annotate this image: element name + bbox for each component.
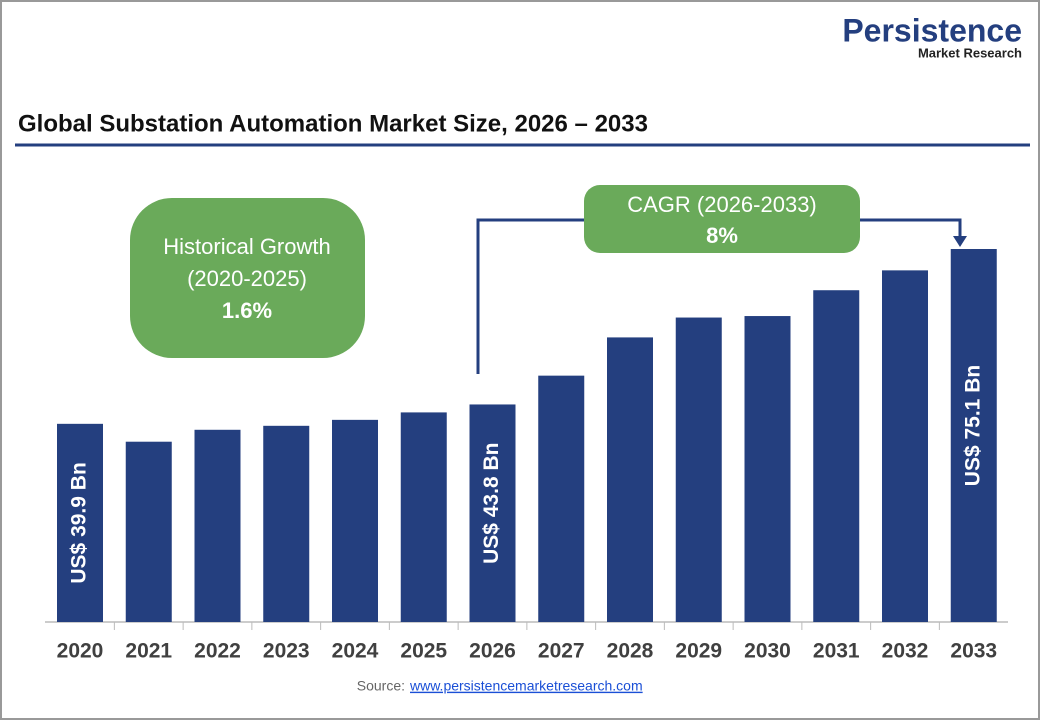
annotation: (2020-2025): [187, 266, 307, 291]
x-tick-label: 2030: [744, 640, 791, 663]
x-tick-label: 2021: [125, 640, 172, 663]
annotation: Historical Growth: [163, 234, 330, 259]
bar: [469, 404, 516, 622]
chart-title: Global Substation Automation Market Size…: [18, 110, 648, 137]
source-label: Source:: [357, 678, 405, 694]
x-tick-label: 2024: [332, 640, 379, 663]
logo-tagline: Market Research: [918, 45, 1022, 60]
x-tick-label: 2033: [950, 640, 997, 663]
x-tick-label: 2020: [57, 640, 104, 663]
logo-name: Persistence: [842, 12, 1022, 48]
bar: [538, 375, 585, 622]
value-label: US$ 75.1 Bn: [961, 365, 984, 486]
bar: [950, 249, 997, 622]
x-tick-label: 2032: [882, 640, 929, 663]
x-tick-label: 2025: [400, 640, 447, 663]
annotation: CAGR (2026-2033): [627, 192, 817, 217]
annotation: 8%: [706, 223, 738, 248]
x-tick-label: 2022: [194, 640, 241, 663]
bar: [57, 423, 103, 622]
bar: [675, 317, 722, 622]
value-label: US$ 43.8 Bn: [480, 443, 503, 564]
x-tick-label: 2026: [469, 640, 516, 663]
bar: [332, 419, 378, 622]
x-tick-label: 2028: [607, 640, 654, 663]
bar: [882, 270, 928, 622]
bar: [744, 316, 791, 622]
bar: [400, 412, 447, 622]
connector: [476, 218, 584, 374]
value-label: US$ 39.9 Bn: [68, 462, 91, 583]
x-tick-label: 2027: [538, 640, 585, 663]
bar: [263, 425, 310, 622]
bar: [607, 337, 653, 622]
annotation: 1.6%: [222, 298, 272, 323]
x-tick-label: 2031: [813, 640, 860, 663]
cagr-box: [584, 185, 860, 253]
bar: [125, 441, 172, 622]
connector: [860, 218, 962, 238]
historical-box: [130, 198, 365, 358]
x-tick-label: 2023: [263, 640, 310, 663]
bar: [813, 290, 860, 622]
x-tick-label: 2029: [675, 640, 722, 663]
source-link[interactable]: www.persistencemarketresearch.com: [409, 678, 643, 694]
arrow-head: [953, 236, 967, 247]
bar: [194, 429, 241, 622]
